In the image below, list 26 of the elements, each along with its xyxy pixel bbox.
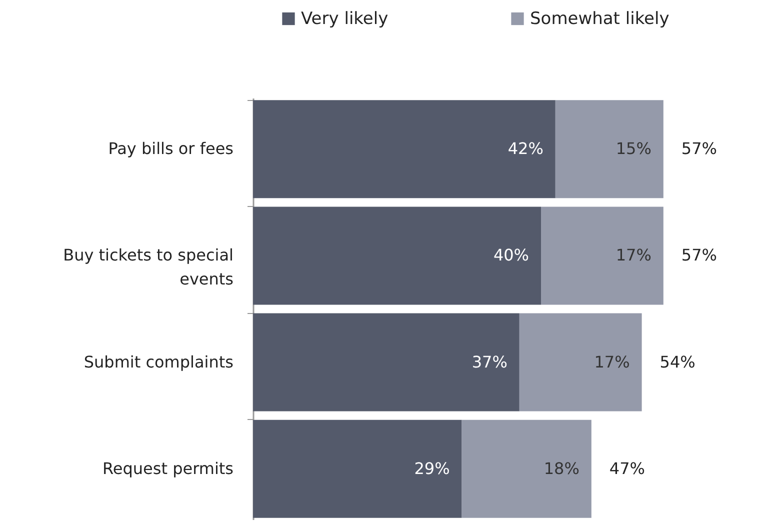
y-tick-label: Request permits (102, 458, 234, 478)
bar (253, 206, 541, 305)
bar (541, 206, 664, 305)
total-label: 54% (660, 352, 696, 372)
data-label: 37% (472, 352, 508, 372)
data-label: 29% (414, 458, 450, 478)
data-label: 42% (508, 139, 544, 158)
bar (253, 420, 462, 518)
data-label: 18% (544, 458, 580, 478)
bar (253, 100, 556, 198)
data-label: 17% (594, 352, 630, 372)
total-label: 57% (681, 246, 717, 265)
y-tick-label: Buy tickets to special events (63, 246, 234, 289)
data-label: 40% (493, 246, 529, 265)
legend-label: Somewhat likely (530, 8, 670, 29)
y-tick-label: Pay bills or fees (108, 139, 234, 158)
bar (253, 313, 520, 412)
data-label: 15% (616, 139, 652, 158)
legend-label: Very likely (301, 8, 388, 29)
y-tick-label: Submit complaints (84, 352, 234, 372)
bar (519, 313, 642, 412)
total-label: 57% (681, 139, 717, 158)
bar (555, 100, 664, 198)
total-label: 47% (609, 458, 645, 478)
data-label: 17% (616, 246, 652, 265)
bar (462, 420, 592, 518)
